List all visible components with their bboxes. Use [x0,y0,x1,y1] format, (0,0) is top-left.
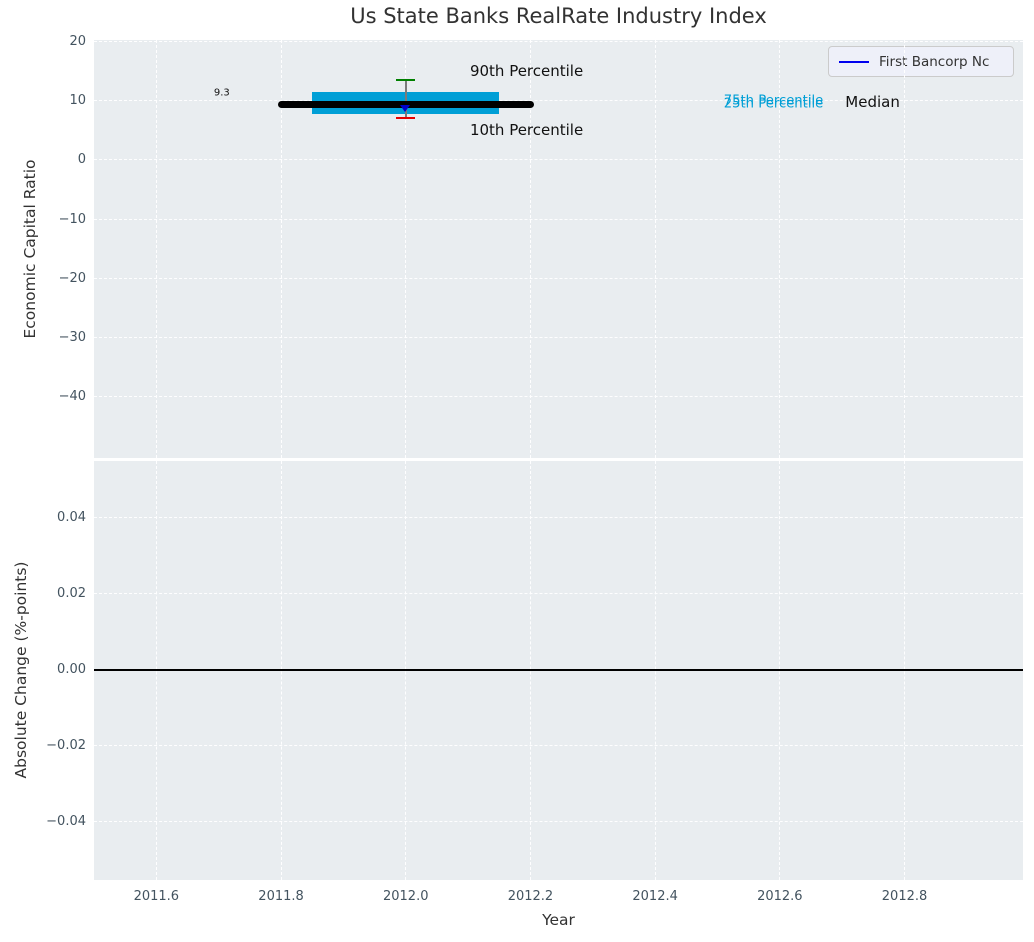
x-tick-label: 2012.0 [382,889,429,904]
x-tick-label: 2012.6 [757,889,803,904]
gridline-horizontal [94,40,1023,42]
gridline-vertical [654,40,656,458]
y-tick-label: 0 [77,152,86,168]
gridline-vertical [280,40,282,458]
legend-label: First Bancorp Nc [879,53,990,70]
gridline-horizontal [94,593,1023,595]
y-tick-label: −0.04 [46,814,86,830]
gridline-horizontal [94,100,1023,102]
gridline-horizontal [94,159,1023,161]
x-tick-label: 2011.6 [133,889,180,904]
y-axis-label-bottom: Absolute Change (%-points) [12,561,30,779]
axes-economic-capital-ratio: First Bancorp Nc 20 10 0 −10 −20 −30 −40 9.3 90t… [59,34,1023,458]
gridline-horizontal [94,517,1023,519]
gridline-vertical [779,40,781,458]
y-tick-label: 0.02 [57,586,86,602]
y-tick-label: −40 [58,389,86,405]
gridline-vertical [904,40,906,458]
annotation-90th-percentile: 90th Percentile [469,62,584,81]
gridline-horizontal [94,745,1023,747]
company-marker [400,104,411,112]
chart-title: Us State Banks RealRate Industry Index [350,4,767,28]
cap-90th-percentile [396,78,416,82]
y-tick-label: −10 [58,211,86,227]
gridline-horizontal [94,277,1023,279]
gridline-vertical [529,40,531,458]
annotation-9-3: 9.3 [213,87,230,99]
y-tick-label: 0.04 [57,510,86,526]
y-axis-label-top: Economic Capital Ratio [21,159,39,339]
x-tick-label: 2012.4 [632,889,678,904]
annotation-10th-percentile: 10th Percentile [469,120,584,139]
annotation-75th-percentile: 75th Percentile [723,93,824,109]
gridline-horizontal [94,821,1023,823]
axes-absolute-change: 0.04 0.02 0.00 −0.02 −0.04 2011.6 2011.8 2012.0… [46,461,1023,904]
y-tick-label: −0.02 [46,738,86,754]
y-tick-label: −20 [58,270,86,286]
annotation-25th-percentile: 25th Percentile [723,96,824,112]
gridline-horizontal [94,337,1023,338]
errorbar-vertical-line [404,79,407,118]
legend-line-sample [839,60,869,63]
gridline-horizontal [94,396,1023,398]
y-tick-label: 20 [69,33,86,49]
zero-reference-line [94,668,1023,671]
x-tick-label: 2012.2 [507,889,554,904]
gridline-vertical [155,40,157,458]
y-tick-label: −30 [58,330,86,345]
gridline-horizontal [94,218,1023,220]
x-axis-label: Year [542,911,575,929]
x-tick-label: 2012.8 [881,889,928,904]
legend[interactable]: First Bancorp Nc [828,46,1014,77]
annotation-median: Median [845,92,900,111]
y-tick-label: 10 [69,93,86,109]
y-tick-label: 0.00 [57,662,86,678]
x-tick-label: 2011.8 [258,889,304,904]
gridline-vertical [405,40,407,458]
cap-10th-percentile [396,116,416,120]
